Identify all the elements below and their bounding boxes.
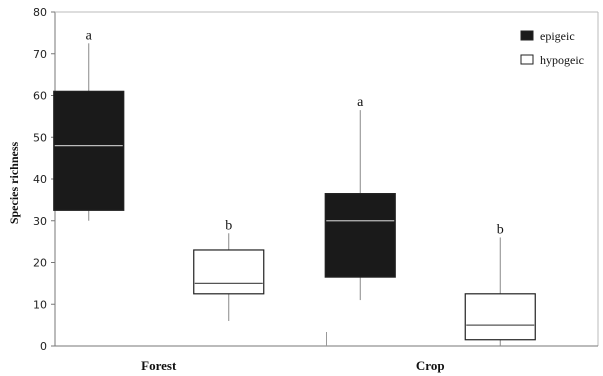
y-tick-label: 60 — [33, 90, 47, 103]
y-tick-label: 70 — [33, 48, 47, 61]
x-category-label: Forest — [141, 358, 177, 373]
box-hypogeic-crop: b — [464, 222, 536, 346]
box-iqr — [193, 249, 265, 295]
y-tick-label: 50 — [33, 131, 47, 144]
box-hypogeic-forest: b — [193, 218, 265, 321]
legend-label-epigeic: epigeic — [540, 29, 575, 43]
y-axis-label: Species richness — [7, 142, 21, 225]
y-tick-label: 10 — [33, 298, 47, 311]
box-iqr — [53, 90, 125, 211]
y-tick-label: 80 — [33, 6, 47, 19]
axes: 0 10 20 30 40 50 60 70 80 Forest Crop — [33, 6, 599, 373]
box-plot-marks: a a b b — [53, 28, 536, 346]
legend: epigeic hypogeic — [520, 29, 584, 67]
legend-swatch-hypogeic — [520, 54, 534, 65]
x-category-label: Crop — [416, 358, 445, 373]
y-tick-label: 0 — [40, 340, 47, 353]
box-epigeic-forest: a — [53, 28, 125, 221]
box-epigeic-crop: a — [324, 95, 396, 301]
y-tick-label: 30 — [33, 215, 47, 228]
significance-label: a — [86, 28, 93, 43]
legend-swatch-epigeic — [520, 30, 534, 41]
y-tick-label: 40 — [33, 173, 47, 186]
significance-label: b — [497, 222, 504, 237]
significance-label: a — [357, 95, 364, 110]
y-tick-label: 20 — [33, 257, 47, 270]
significance-label: b — [225, 218, 232, 233]
box-iqr — [324, 193, 396, 278]
legend-label-hypogeic: hypogeic — [540, 53, 584, 67]
box-iqr — [464, 293, 536, 341]
